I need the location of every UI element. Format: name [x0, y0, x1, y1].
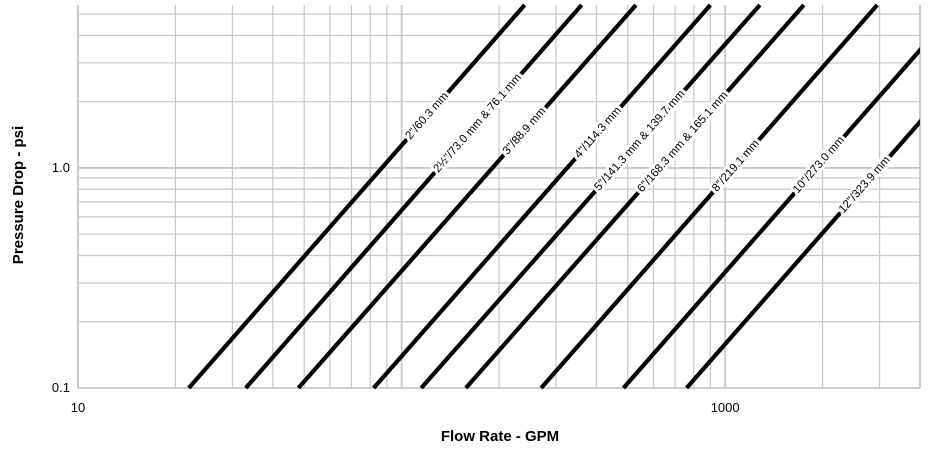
y-tick-label-1: 1.0	[52, 160, 70, 175]
series-line-3	[372, 3, 712, 390]
tick-labels: 10 1000 0.1 1.0	[52, 160, 740, 415]
series-label-3: 4"/114.3 mm	[573, 105, 624, 161]
series-lines	[187, 3, 920, 390]
x-tick-label-0: 10	[71, 400, 85, 415]
grid	[77, 5, 921, 389]
series-line-8	[685, 118, 920, 390]
x-axis-title: Flow Rate - GPM	[441, 428, 559, 445]
series-line-5	[464, 3, 806, 390]
series-line-1	[244, 3, 584, 390]
series-line-2	[296, 3, 638, 390]
series-line-6	[539, 3, 879, 390]
series-label-2: 3"/88.9 mm	[501, 105, 549, 157]
series-line-4	[419, 3, 762, 390]
series-label-1: 2½"/73.0 mm & 76.1 mm	[431, 72, 524, 175]
series-line-7	[621, 46, 920, 390]
series-line-0	[187, 3, 527, 390]
x-tick-label-1: 1000	[711, 400, 740, 415]
series-label-0: 2"/60.3 mm	[403, 90, 451, 142]
series-label-8: 12"/323.9 mm	[837, 154, 893, 215]
y-tick-label-0: 0.1	[52, 380, 70, 395]
y-axis-title: Pressure Drop - psi	[10, 126, 27, 264]
series-label-6: 8"/219.1 mm	[710, 138, 762, 195]
series-label-7: 10"/273.0 mm	[791, 134, 847, 195]
